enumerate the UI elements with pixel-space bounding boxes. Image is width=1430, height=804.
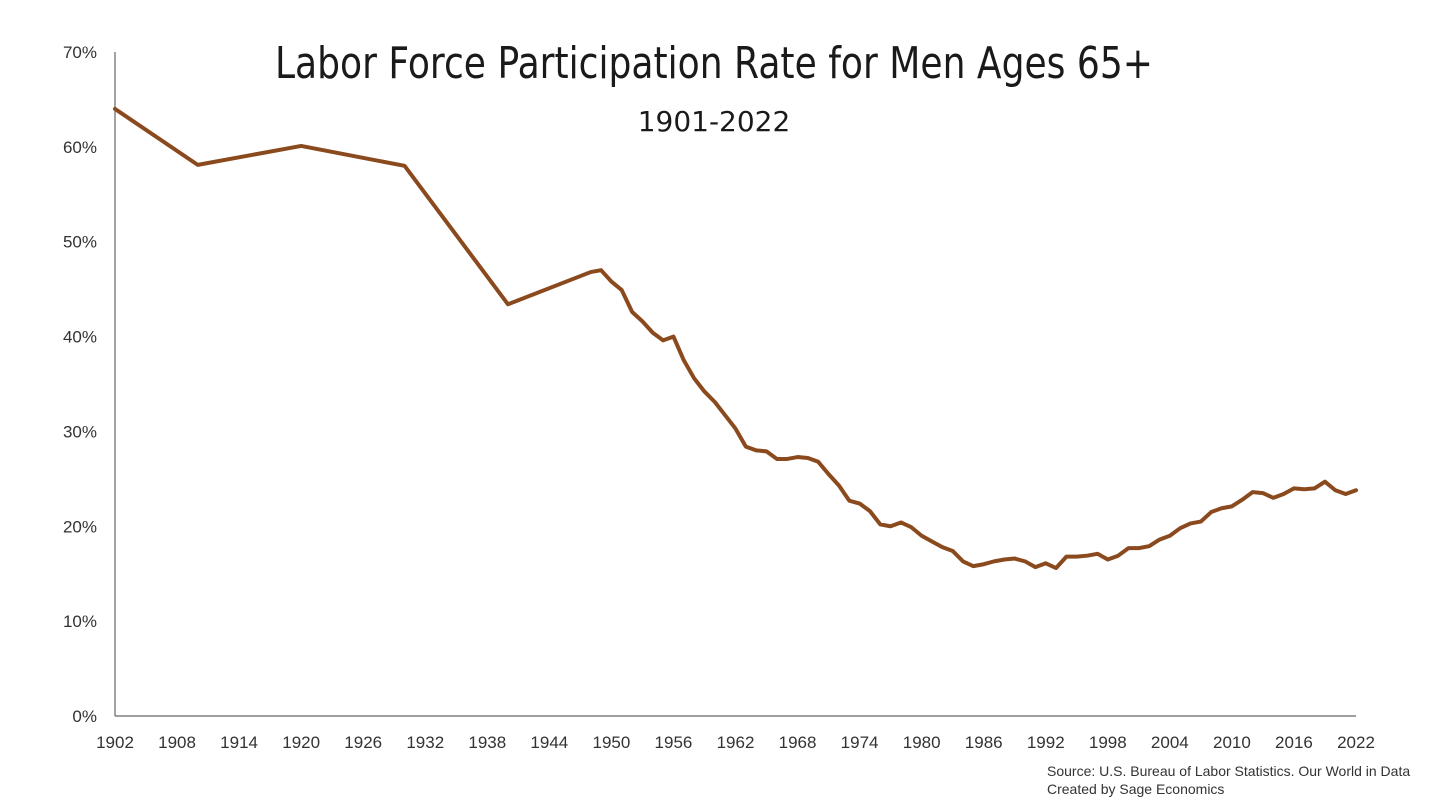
chart-subtitle: 1901-2022 [638,105,791,138]
y-tick-labels: 0% 10% 20% 30% 40% 50% 60% 70% [63,43,97,726]
x-tick-label: 1944 [530,733,568,752]
x-tick-label: 1962 [717,733,755,752]
x-tick-label: 1998 [1089,733,1127,752]
series-layer [113,106,1358,571]
y-tick-label: 20% [63,517,97,536]
x-tick-label: 1926 [344,733,382,752]
x-tick-label: 1980 [903,733,941,752]
source-note-line1: Source: U.S. Bureau of Labor Statistics.… [1047,763,1410,779]
x-tick-label: 1908 [158,733,196,752]
x-tick-label: 2004 [1151,733,1189,752]
y-tick-label: 30% [63,422,97,441]
x-tick-label: 1956 [655,733,693,752]
x-tick-label: 2016 [1275,733,1313,752]
source-note-line2: Created by Sage Economics [1047,781,1224,797]
y-tick-label: 40% [63,328,97,347]
x-tick-label: 2010 [1213,733,1251,752]
x-tick-labels: 1902 1908 1914 1920 1926 1932 1938 1944 1950 1956… [96,733,1375,752]
y-tick-label: 70% [63,43,97,62]
series-line [113,106,1358,571]
y-tick-label: 50% [63,233,97,252]
x-tick-label: 1920 [282,733,320,752]
y-tick-label: 60% [63,138,97,157]
x-tick-label: 1986 [965,733,1003,752]
y-tick-label: 10% [63,612,97,631]
x-tick-label: 1938 [468,733,506,752]
x-tick-label: 1992 [1027,733,1065,752]
x-tick-label: 1968 [779,733,817,752]
x-tick-label: 1950 [592,733,630,752]
y-tick-label: 0% [72,707,97,726]
x-tick-label: 1974 [841,733,879,752]
x-tick-label: 2022 [1337,733,1375,752]
x-tick-label: 1914 [220,733,258,752]
x-tick-label: 1902 [96,733,134,752]
x-tick-label: 1932 [406,733,444,752]
chart-title: Labor Force Participation Rate for Men A… [275,39,1153,89]
